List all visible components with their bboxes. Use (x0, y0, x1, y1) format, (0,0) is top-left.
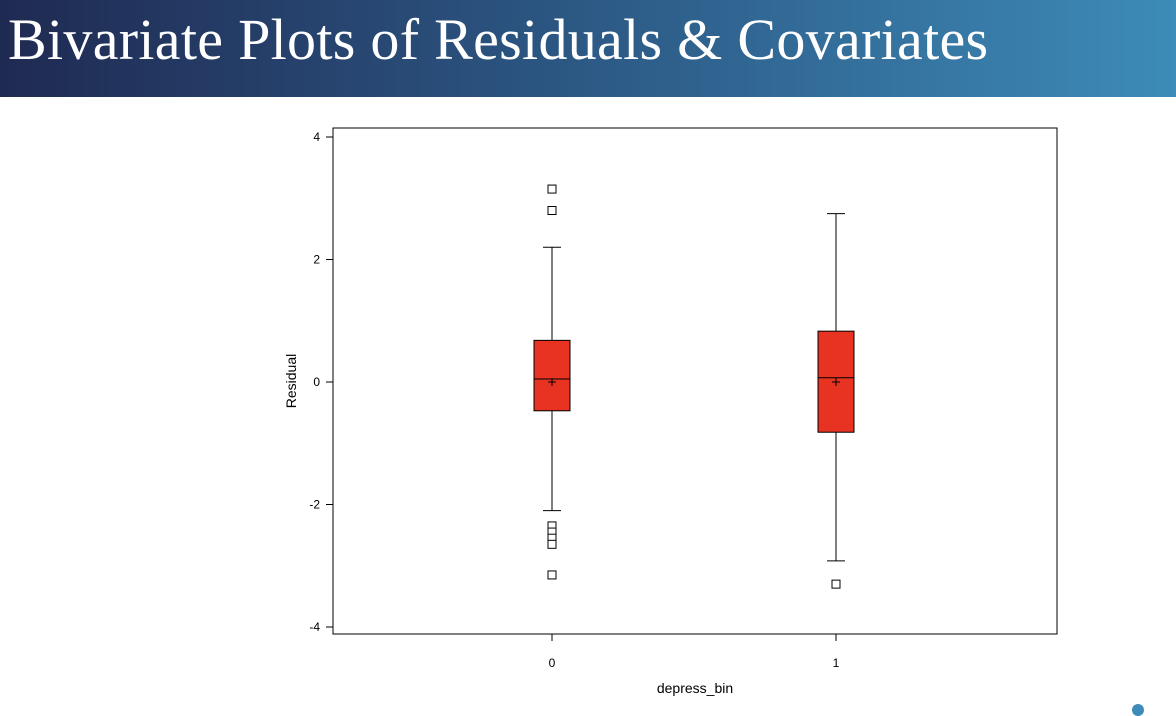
y-axis-label: Residual (283, 354, 299, 408)
slide-decoration-dot (1132, 704, 1144, 716)
x-axis-label: depress_bin (657, 680, 733, 696)
outlier-point (547, 539, 557, 549)
y-tick-label: -4 (309, 620, 320, 634)
outlier-point (547, 184, 557, 194)
plot-frame (332, 127, 1058, 635)
box-group-1 (817, 213, 855, 589)
y-tick-label: 2 (313, 253, 320, 267)
outlier-point (547, 206, 557, 215)
title-banner: Bivariate Plots of Residuals & Covariate… (0, 0, 1176, 97)
y-tick-label: 4 (313, 130, 320, 144)
iqr-box (533, 339, 571, 412)
y-tick-label: -2 (309, 498, 320, 512)
y-axis: -4 -2 0 2 4 (309, 130, 333, 634)
x-tick-label: 0 (549, 656, 556, 670)
mean-marker (548, 378, 556, 386)
mean-marker (832, 378, 840, 386)
outlier-point (831, 579, 841, 589)
slide-title: Bivariate Plots of Residuals & Covariate… (8, 7, 989, 72)
x-tick-label: 1 (833, 656, 840, 670)
outlier-point (547, 570, 557, 580)
y-tick-label: 0 (313, 375, 320, 389)
box-group-0 (533, 184, 571, 580)
box-series (533, 184, 855, 589)
